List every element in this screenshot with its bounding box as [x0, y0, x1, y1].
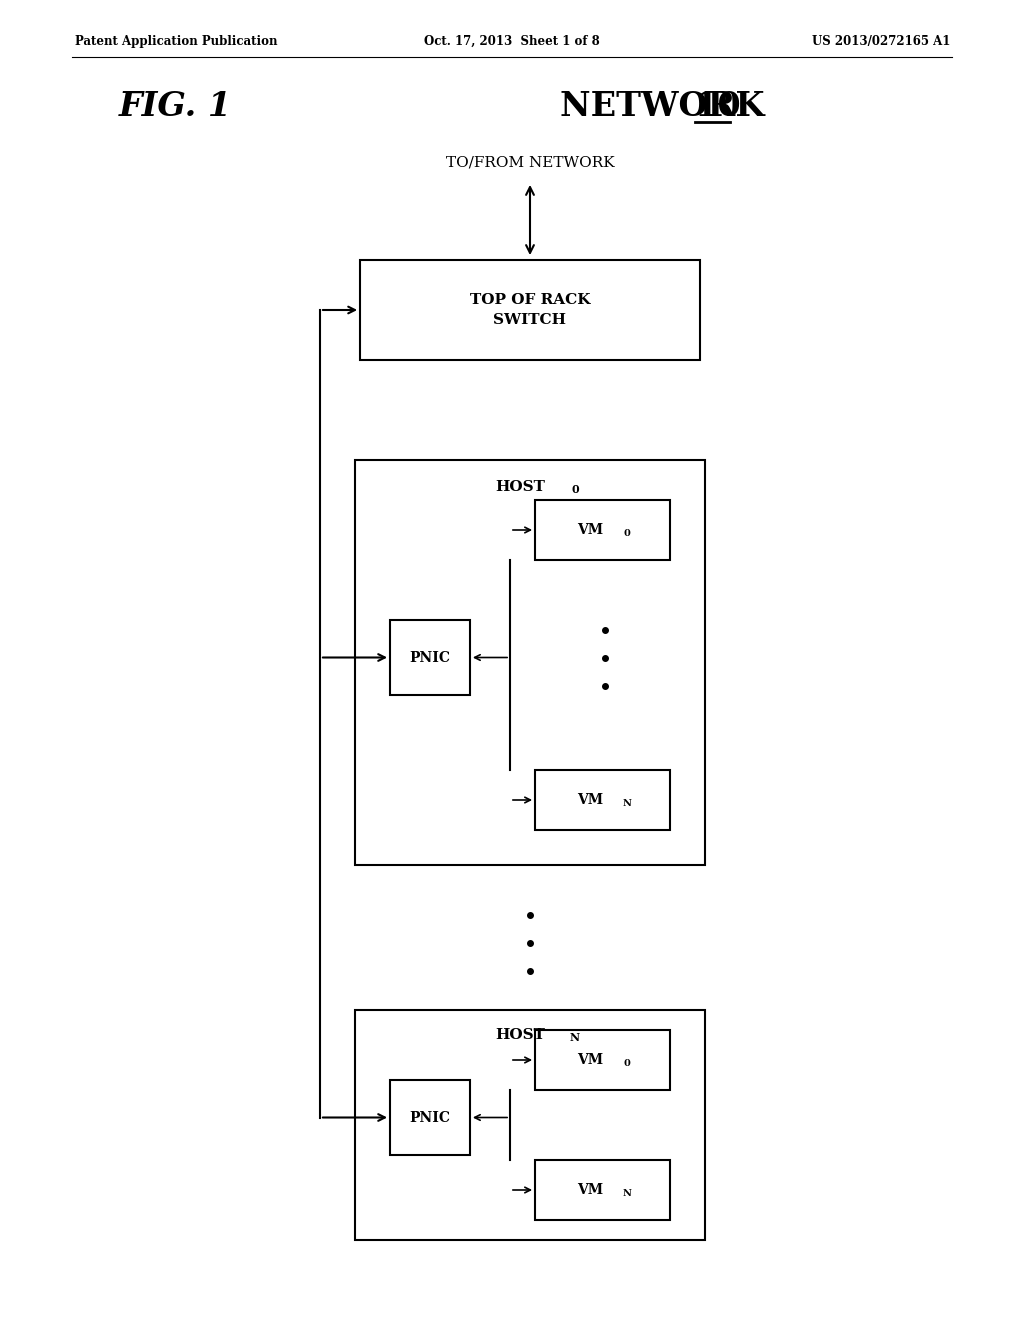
Text: 0: 0 — [624, 1060, 631, 1068]
Text: HOST: HOST — [495, 1028, 545, 1041]
Bar — [535, 770, 670, 830]
Bar — [360, 260, 700, 360]
Bar — [535, 1030, 670, 1090]
Text: N: N — [623, 800, 632, 808]
Bar — [390, 620, 470, 696]
Text: PNIC: PNIC — [410, 1110, 451, 1125]
Text: NETWORK: NETWORK — [560, 90, 776, 123]
Text: 0: 0 — [624, 529, 631, 539]
Text: VM: VM — [577, 1053, 603, 1067]
Text: 10: 10 — [695, 90, 741, 123]
Text: FIG. 1: FIG. 1 — [119, 90, 231, 123]
Bar — [355, 459, 705, 865]
Text: VM: VM — [577, 523, 603, 537]
Text: US 2013/0272165 A1: US 2013/0272165 A1 — [812, 36, 950, 48]
Text: TOP OF RACK
SWITCH: TOP OF RACK SWITCH — [470, 293, 590, 327]
Bar — [535, 1160, 670, 1220]
Text: N: N — [623, 1189, 632, 1199]
Text: VM: VM — [577, 1183, 603, 1197]
Bar — [390, 1080, 470, 1155]
Text: VM: VM — [577, 793, 603, 807]
Bar — [355, 1010, 705, 1239]
Text: N: N — [570, 1032, 580, 1043]
Text: PNIC: PNIC — [410, 651, 451, 664]
Text: Oct. 17, 2013  Sheet 1 of 8: Oct. 17, 2013 Sheet 1 of 8 — [424, 36, 600, 48]
Text: TO/FROM NETWORK: TO/FROM NETWORK — [445, 154, 614, 169]
Text: Patent Application Publication: Patent Application Publication — [75, 36, 278, 48]
Bar — [535, 500, 670, 560]
Text: 0: 0 — [571, 484, 579, 495]
Text: HOST: HOST — [495, 480, 545, 494]
